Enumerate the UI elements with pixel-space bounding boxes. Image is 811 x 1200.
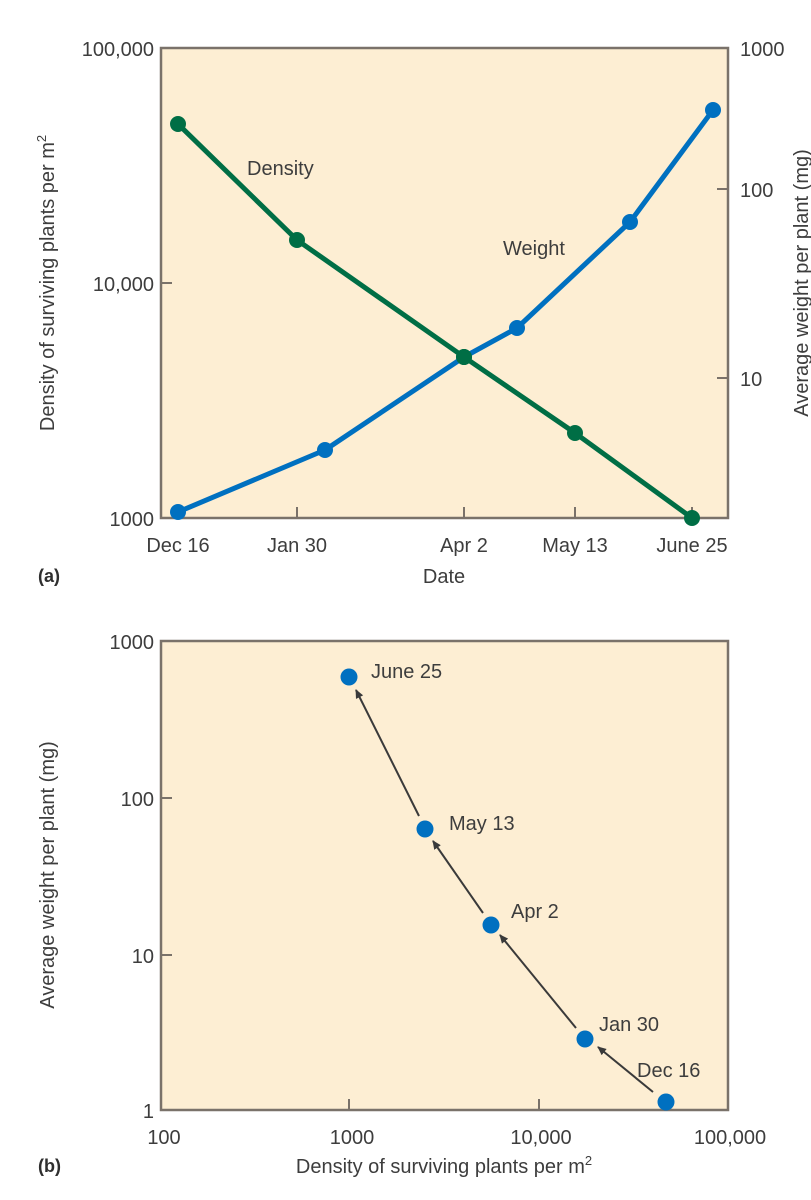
x-tick-label: 100,000	[694, 1127, 766, 1149]
density-point-apr2	[456, 349, 472, 365]
right-tick-label: 100	[740, 180, 773, 202]
panel-a-plot-area	[159, 46, 730, 520]
point-apr2	[482, 916, 500, 934]
weight-point	[170, 504, 186, 520]
panel-b-label: (b)	[38, 1156, 61, 1176]
point-june25	[340, 668, 358, 686]
svg-text:Density of surviving plants pe: Density of surviving plants per m2	[34, 135, 59, 431]
point-may13	[416, 820, 434, 838]
left-axis-title-text: Density of surviving plants per m	[37, 142, 59, 431]
weight-point	[317, 442, 333, 458]
density-point	[289, 232, 305, 248]
density-point	[567, 425, 583, 441]
x-tick-label: 1000	[330, 1127, 375, 1149]
x-tick-label: Dec 16	[146, 535, 209, 557]
x-axis-title: Density of surviving plants per m2	[296, 1153, 592, 1178]
panel-a-label: (a)	[38, 566, 60, 586]
density-point	[684, 510, 700, 526]
arrow-dec16-jan30	[597, 1046, 654, 1093]
y-tick-label: 100	[121, 789, 154, 811]
x-tick-label: Jan 30	[267, 535, 327, 557]
x-tick-label: June 25	[656, 535, 727, 557]
weight-series-label: Weight	[503, 238, 565, 260]
x-axis-title-text: Density of surviving plants per m	[296, 1156, 585, 1178]
right-axis-title: Average weight per plant (mg)	[791, 149, 811, 417]
point-label-dec16: Dec 16	[637, 1060, 700, 1082]
scatter-points	[340, 668, 675, 1111]
weight-point	[705, 102, 721, 118]
y-tick-label: 1000	[110, 632, 155, 654]
x-tick-label: May 13	[542, 535, 608, 557]
x-tick-label: 10,000	[510, 1127, 571, 1149]
arrow-apr2-may13	[432, 840, 484, 914]
point-label-may13: May 13	[449, 813, 515, 835]
right-tick-label: 10	[740, 369, 762, 391]
weight-point	[509, 320, 525, 336]
left-axis-title: Density of surviving plants per m2	[34, 135, 59, 431]
arrow-jan30-apr2	[499, 934, 577, 1029]
weight-point	[622, 214, 638, 230]
weight-points	[170, 102, 721, 520]
weight-line	[177, 108, 716, 515]
y-axis-title: Average weight per plant (mg)	[37, 741, 59, 1009]
arrow-may13-june25	[355, 689, 420, 817]
point-jan30	[576, 1030, 594, 1048]
left-axis-title-sup: 2	[34, 135, 49, 142]
y-tick-label: 10	[132, 946, 154, 968]
y-axis-title-text: Average weight per plant (mg)	[37, 741, 59, 1009]
panel-a: 100,000 10,000 1000 1000 100 10 Dec 16 J…	[34, 39, 811, 588]
x-axis-title: Date	[423, 566, 465, 588]
y-tick-label: 1	[143, 1101, 154, 1123]
right-tick-label: 1000	[740, 39, 785, 61]
point-label-jan30: Jan 30	[599, 1014, 659, 1036]
point-dec16	[657, 1093, 675, 1111]
left-tick-label: 100,000	[82, 39, 154, 61]
density-point	[170, 116, 186, 132]
point-label-apr2: Apr 2	[511, 901, 559, 923]
panel-b: 1000 100 10 1 100 1000 10,000 100,000 De…	[37, 632, 766, 1178]
trajectory-arrows	[355, 689, 654, 1093]
x-axis-title-sup: 2	[585, 1153, 592, 1168]
panel-b-plot-area	[159, 639, 730, 1112]
x-tick-label: 100	[147, 1127, 180, 1149]
x-tick-label: Apr 2	[440, 535, 488, 557]
left-tick-label: 10,000	[93, 274, 154, 296]
point-label-june25: June 25	[371, 661, 442, 683]
density-series-label: Density	[247, 158, 314, 180]
left-tick-label: 1000	[110, 509, 155, 531]
right-axis-title-text: Average weight per plant (mg)	[791, 149, 811, 417]
